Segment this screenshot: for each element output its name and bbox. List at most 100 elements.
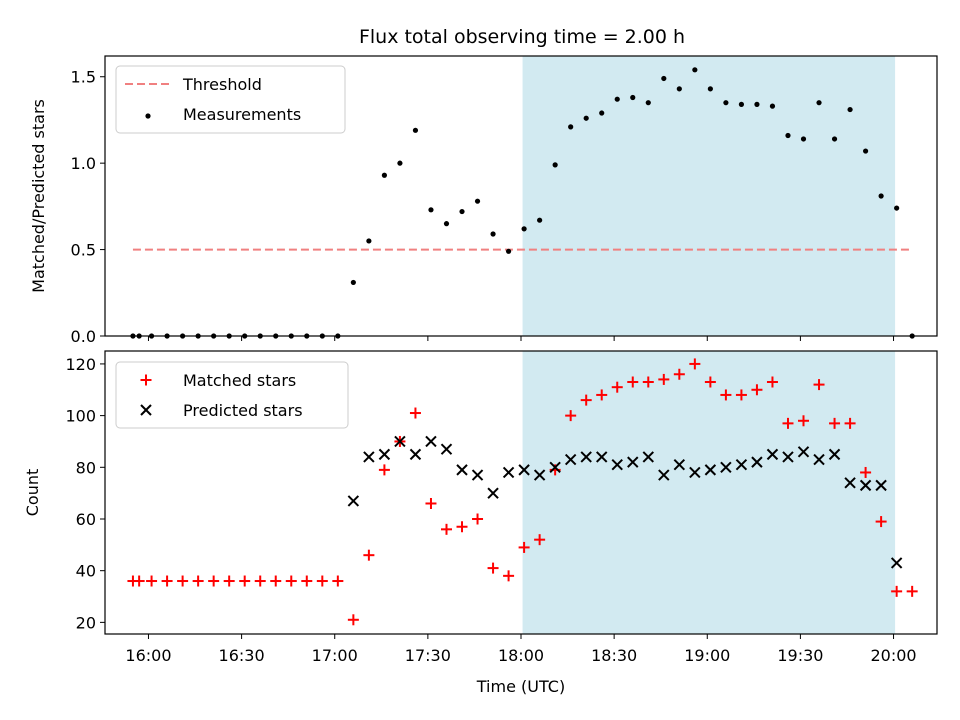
measurement-point xyxy=(738,101,745,107)
matched-star-point xyxy=(161,575,173,587)
matched-star-point xyxy=(425,497,437,509)
matched-star-point xyxy=(472,513,484,525)
cross-bar-b xyxy=(627,456,639,468)
measurement-point xyxy=(862,148,869,154)
predicted-star-point xyxy=(611,459,623,471)
predicted-star-point xyxy=(347,495,360,507)
cross-bar-b xyxy=(890,557,903,569)
cross-bar-b xyxy=(363,451,375,463)
cross-bar-b xyxy=(394,435,406,448)
matched-star-point xyxy=(720,389,732,401)
predicted-star-point xyxy=(642,451,654,463)
legend-cross-marker xyxy=(140,404,152,416)
predicted-star-point xyxy=(564,453,577,466)
cross-bar-b xyxy=(720,461,732,474)
matched-star-point xyxy=(332,575,344,587)
predicted-star-point xyxy=(751,456,763,468)
predicted-star-point xyxy=(394,435,406,448)
cross-bar-b xyxy=(658,469,670,481)
x-axis-label: Time (UTC) xyxy=(476,677,565,696)
matched-star-point xyxy=(192,575,204,587)
matched-star-point xyxy=(378,464,390,476)
cross-bar-b xyxy=(813,453,825,466)
matched-star-point xyxy=(316,575,328,587)
predicted-star-point xyxy=(859,479,872,492)
predicted-star-point xyxy=(627,456,639,468)
measurement-point xyxy=(661,75,667,82)
bottom-y-tick-label: 20 xyxy=(76,613,96,632)
measurement-point xyxy=(381,172,388,178)
matched-star-point xyxy=(704,376,716,388)
observing-window-shade xyxy=(522,56,896,336)
measurement-point xyxy=(537,217,543,223)
measurement-point xyxy=(816,100,822,106)
matched-star-point xyxy=(860,466,872,478)
predicted-star-point xyxy=(363,451,375,463)
x-tick-label: 16:00 xyxy=(125,646,171,665)
matched-star-point xyxy=(813,379,825,391)
matched-star-point xyxy=(642,376,654,388)
measurement-point xyxy=(552,162,558,168)
predicted-star-point xyxy=(797,446,810,458)
predicted-star-point xyxy=(580,451,592,463)
cross-bar-b xyxy=(518,464,530,476)
x-tick-label: 20:00 xyxy=(870,646,916,665)
matched-star-point xyxy=(409,407,421,419)
measurement-point xyxy=(412,127,419,133)
measurement-point xyxy=(568,124,574,130)
cross-bar-b xyxy=(751,456,763,468)
measurement-point xyxy=(630,94,636,101)
x-tick-label: 16:30 xyxy=(219,646,265,665)
predicted-star-point xyxy=(440,443,453,455)
legend-matched-swatch xyxy=(140,374,152,386)
x-tick-label: 18:30 xyxy=(591,646,637,665)
matched-star-point xyxy=(239,575,251,587)
matched-star-point xyxy=(285,575,297,587)
cross-bar-b xyxy=(704,464,717,476)
measurement-point xyxy=(614,96,620,102)
measurement-point xyxy=(707,86,713,92)
cross-bar-b xyxy=(782,451,794,463)
bottom-legend-frame xyxy=(115,361,349,429)
predicted-star-point xyxy=(533,469,546,481)
cross-bar-b xyxy=(409,448,422,461)
measurement-point xyxy=(474,198,481,204)
measurement-point xyxy=(443,221,450,227)
top-y-tick-label: 0.0 xyxy=(71,327,96,346)
cross-bar-b xyxy=(844,477,856,489)
predicted-star-point xyxy=(378,448,391,461)
cross-bar-b xyxy=(580,451,592,463)
matched-star-point xyxy=(798,415,810,427)
cross-bar-b xyxy=(549,461,561,474)
predicted-star-point xyxy=(766,448,779,461)
cross-bar-b xyxy=(673,459,686,471)
x-tick-label: 19:00 xyxy=(684,646,730,665)
matched-star-point xyxy=(596,389,608,401)
predicted-star-point xyxy=(425,435,437,448)
matched-star-point xyxy=(829,417,841,429)
matched-star-point xyxy=(766,376,778,388)
predicted-star-point xyxy=(456,464,468,476)
matched-star-point xyxy=(503,570,515,582)
measurement-point xyxy=(459,208,465,215)
matched-star-point xyxy=(782,417,794,429)
legend-plus-marker xyxy=(140,374,152,386)
top-y-tick-label: 1.5 xyxy=(71,68,96,87)
top-y-axis-label: Matched/Predicted stars xyxy=(29,99,48,293)
measurement-point xyxy=(769,103,776,109)
matched-star-point xyxy=(891,585,903,597)
matched-star-point xyxy=(627,376,639,388)
predicted-star-point xyxy=(813,453,825,466)
predicted-star-point xyxy=(875,479,887,492)
matched-star-point xyxy=(689,358,701,370)
bottom-y-tick-label: 40 xyxy=(76,562,96,581)
measurement-point xyxy=(831,136,838,142)
measurement-point xyxy=(583,115,589,121)
matched-star-point xyxy=(658,373,670,385)
matched-star-point xyxy=(487,562,499,574)
panel-counts: 16:00 16:30 17:00 17:30 18:00 18:30 19:00 19:30… xyxy=(23,350,938,696)
cross-bar-b xyxy=(440,443,453,455)
measurement-point xyxy=(645,100,651,106)
cross-bar-b xyxy=(689,466,701,479)
